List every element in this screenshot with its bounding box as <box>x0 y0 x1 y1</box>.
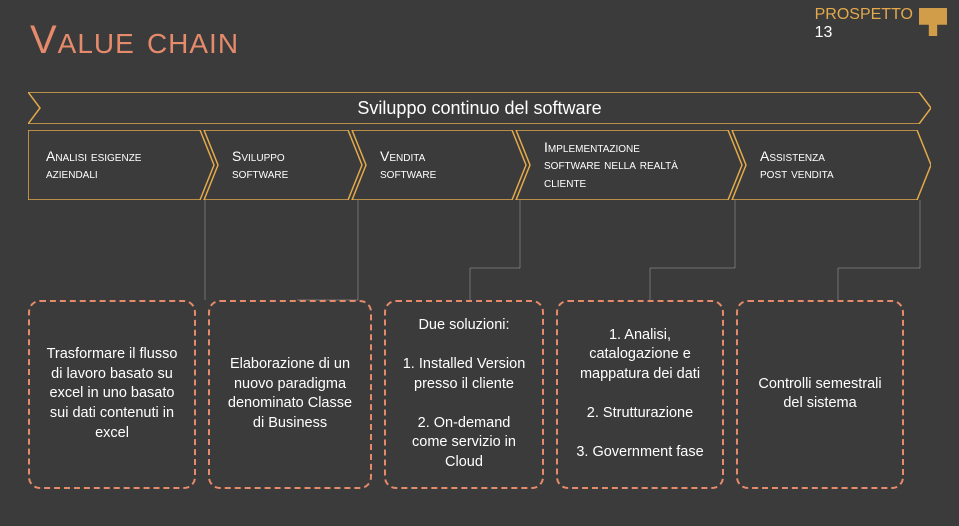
stage-label: post vendita <box>760 165 923 183</box>
stage-label: Implementazione <box>544 139 734 157</box>
logo: PROSPETTO 13 <box>815 6 945 42</box>
detail-analysis: Trasformare il flusso di lavoro basato s… <box>28 300 196 489</box>
stage-label: Sviluppo <box>232 148 354 166</box>
stage-label: cliente <box>544 174 734 192</box>
stage-support: Assistenza post vendita <box>742 130 931 200</box>
stage-arrow-row: Analisi esigenze aziendali Sviluppo soft… <box>28 130 931 200</box>
detail-sales: Due soluzioni: 1. Installed Version pres… <box>384 300 544 489</box>
stage-label: software <box>380 165 518 183</box>
logo-text: PROSPETTO <box>815 6 913 23</box>
stage-label: Assistenza <box>760 148 923 166</box>
top-ribbon-label: Sviluppo continuo del software <box>28 92 931 124</box>
stage-label: Analisi esigenze <box>46 148 206 166</box>
stage-sales: Vendita software <box>362 130 526 200</box>
stage-label: software nella realtà <box>544 156 734 174</box>
stage-development: Sviluppo software <box>214 130 362 200</box>
value-chain-diagram: Sviluppo continuo del software Analisi e… <box>28 92 931 200</box>
stage-label: Vendita <box>380 148 518 166</box>
page-title: Value chain <box>30 18 239 63</box>
logo-icon <box>919 8 947 36</box>
page-number-badge: 13 <box>815 24 833 41</box>
detail-row: Trasformare il flusso di lavoro basato s… <box>28 300 931 489</box>
stage-implementation: Implementazione software nella realtà cl… <box>526 130 742 200</box>
stage-label: aziendali <box>46 165 206 183</box>
detail-support: Controlli semestrali del sistema <box>736 300 904 489</box>
stage-analysis: Analisi esigenze aziendali <box>28 130 214 200</box>
detail-implementation: 1. Analisi, catalogazione e mappatura de… <box>556 300 724 489</box>
detail-development: Elaborazione di un nuovo paradigma denom… <box>208 300 372 489</box>
top-ribbon: Sviluppo continuo del software <box>28 92 931 124</box>
stage-label: software <box>232 165 354 183</box>
